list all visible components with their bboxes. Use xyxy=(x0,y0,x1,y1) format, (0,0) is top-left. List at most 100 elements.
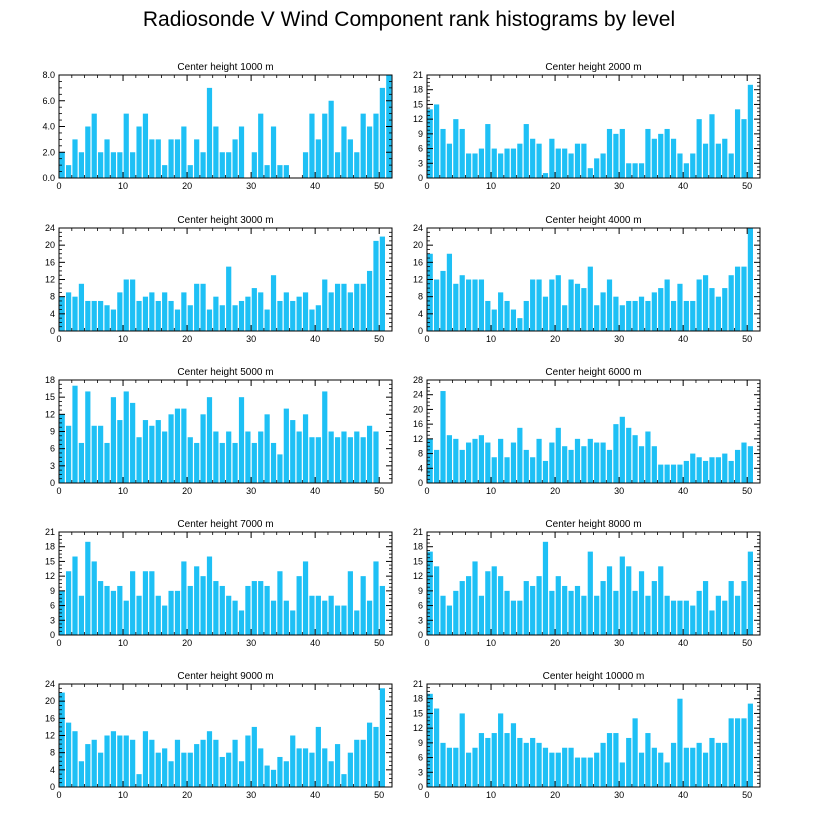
histogram-bar xyxy=(613,296,619,331)
y-tick-label: 20 xyxy=(413,404,423,414)
histogram-bar xyxy=(226,152,232,178)
x-tick-label: 0 xyxy=(56,790,61,800)
x-tick-label: 0 xyxy=(424,181,429,191)
histogram-bar xyxy=(702,275,709,331)
y-tick-label: 18 xyxy=(413,542,423,552)
histogram-bar xyxy=(434,449,440,483)
histogram-bar xyxy=(466,576,472,635)
chart-panel-1: Center height 1000 m 0.0 2.0 4.0 6.0 8.0 0 10 20… xyxy=(42,62,393,191)
histogram-bar xyxy=(123,113,129,179)
histogram-bar xyxy=(568,153,574,178)
histogram-bar xyxy=(485,124,491,178)
histogram-bar xyxy=(510,148,517,178)
histogram-bar xyxy=(238,610,245,635)
histogram-bar xyxy=(117,420,123,483)
histogram-bar xyxy=(117,585,123,635)
x-tick-label: 30 xyxy=(614,638,624,648)
y-tick-label: 0 xyxy=(418,478,423,488)
histogram-bar xyxy=(734,718,741,787)
histogram-bar xyxy=(619,556,625,635)
histogram-bar xyxy=(162,605,168,635)
histogram-bar xyxy=(491,148,497,178)
histogram-bar xyxy=(283,761,289,787)
histogram-bar xyxy=(302,292,309,332)
histogram-bar xyxy=(491,733,497,787)
histogram-bar xyxy=(283,408,289,483)
histogram-bar xyxy=(606,279,613,331)
histogram-bar xyxy=(264,414,270,483)
histogram-bar xyxy=(523,449,529,483)
x-tick-label: 40 xyxy=(310,486,320,496)
histogram-bar xyxy=(478,148,485,178)
x-tick-label: 50 xyxy=(374,334,384,344)
histogram-bar xyxy=(296,296,302,331)
y-tick-label: 16 xyxy=(45,713,55,723)
histogram-bar xyxy=(162,748,168,788)
histogram-bar xyxy=(315,139,321,179)
panel-title: Center height 1000 m xyxy=(177,62,273,73)
histogram-bar xyxy=(315,595,321,635)
histogram-bar xyxy=(594,158,600,178)
histogram-bar xyxy=(322,113,328,179)
histogram-bar xyxy=(347,571,353,635)
histogram-bar xyxy=(645,431,651,483)
histogram-bar xyxy=(168,300,174,331)
histogram-bar xyxy=(683,460,689,483)
x-tick-label: 40 xyxy=(310,334,320,344)
histogram-bar xyxy=(530,279,536,331)
y-tick-label: 9 xyxy=(418,586,423,596)
histogram-bar xyxy=(574,143,581,178)
histogram-bar xyxy=(334,744,341,787)
histogram-bar xyxy=(104,585,110,635)
histogram-bar xyxy=(696,119,702,178)
y-tick-label: 15 xyxy=(45,392,55,402)
histogram-bar xyxy=(658,566,664,635)
y-tick-label: 20 xyxy=(45,240,55,250)
histogram-bar xyxy=(485,442,491,483)
histogram-bar xyxy=(366,270,373,331)
histogram-bar xyxy=(466,153,472,178)
histogram-bar xyxy=(366,600,373,635)
histogram-bar xyxy=(226,266,232,332)
histogram-bar xyxy=(434,708,440,787)
histogram-bar xyxy=(542,747,549,787)
histogram-bar xyxy=(91,739,97,787)
histogram-bar xyxy=(206,397,213,483)
histogram-bar xyxy=(453,283,459,331)
x-tick-label: 40 xyxy=(678,334,688,344)
x-tick-label: 20 xyxy=(550,486,560,496)
histogram-bar xyxy=(66,425,72,483)
panel-title: Center height 5000 m xyxy=(177,367,273,378)
y-tick-label: 0 xyxy=(50,478,55,488)
histogram-bar xyxy=(478,435,485,483)
histogram-bar xyxy=(290,610,296,635)
y-tick-label: 0 xyxy=(418,326,423,336)
histogram-bar xyxy=(72,385,78,483)
histogram-bar xyxy=(174,590,181,635)
histogram-bar xyxy=(651,747,657,787)
histogram-bar xyxy=(341,774,347,788)
x-tick-label: 0 xyxy=(424,334,429,344)
chart-panel-7: Center height 7000 m 0 3 6 9 12 15 18 21 0 10 20 30 4… xyxy=(45,519,393,648)
histogram-bar xyxy=(632,163,638,178)
histogram-bar xyxy=(130,152,136,178)
y-tick-label: 4 xyxy=(418,463,423,473)
histogram-bar xyxy=(530,585,536,635)
histogram-bar xyxy=(251,288,257,331)
histogram-bar xyxy=(536,742,542,787)
histogram-bar xyxy=(251,442,257,483)
histogram-bar xyxy=(354,610,360,635)
x-tick-label: 20 xyxy=(550,638,560,648)
histogram-bar xyxy=(523,300,529,331)
histogram-bar xyxy=(594,442,600,483)
y-tick-label: 20 xyxy=(413,240,423,250)
histogram-bar xyxy=(728,460,734,483)
histogram-bar xyxy=(562,148,568,178)
histogram-bar xyxy=(517,600,523,635)
histogram-bar xyxy=(453,119,459,178)
histogram-bar xyxy=(581,143,587,178)
histogram-bar xyxy=(613,424,619,483)
y-tick-label: 16 xyxy=(413,257,423,267)
histogram-bar xyxy=(110,309,117,331)
